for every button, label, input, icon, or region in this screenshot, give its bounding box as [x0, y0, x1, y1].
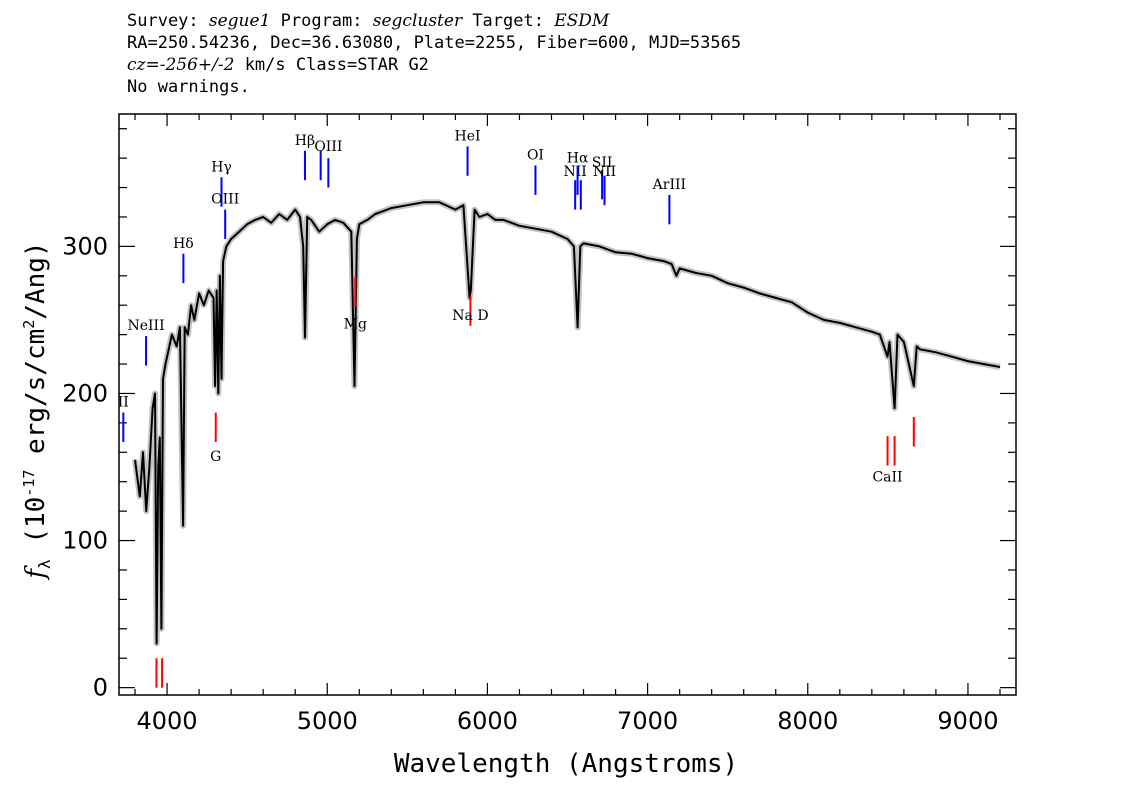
error-band [132, 199, 1001, 647]
class-text: km/s Class=STAR G2 [234, 55, 429, 75]
emission-line-label: ArIII [652, 177, 686, 193]
header-line-warnings: No warnings. [127, 77, 250, 97]
plot-frame [118, 113, 1017, 696]
header-line-redshift: cz=-256+/-2 km/s Class=STAR G2 [127, 54, 741, 76]
x-tick-label: 9000 [937, 707, 998, 735]
target-value: ESDM [554, 11, 610, 31]
emission-line-label: NII [564, 164, 587, 180]
y-tick-label: 200 [62, 379, 108, 407]
survey-value: segue1 [208, 11, 271, 31]
x-tick-label: 6000 [457, 707, 518, 735]
header-line-survey: Survey: segue1 Program: segcluster Targe… [127, 10, 741, 32]
error-band-path [132, 199, 1001, 647]
x-tick-label: 5000 [297, 707, 358, 735]
emission-line-label: OIII [211, 192, 239, 208]
emission-line-label: HeI [455, 128, 481, 144]
x-tick-label: 7000 [617, 707, 678, 735]
spectrum-line [134, 201, 1001, 645]
y-tick-label: 0 [93, 674, 108, 702]
survey-label: Survey: [127, 11, 209, 31]
spectrum-header: Survey: segue1 Program: segcluster Targe… [127, 10, 741, 98]
x-axis-label: Wavelength (Angstroms) [394, 749, 738, 779]
x-tick-label: 4000 [137, 707, 198, 735]
absorption-line-label: Na D [452, 308, 488, 324]
absorption-line-label: Mg [344, 317, 367, 333]
emission-line-label: OIII [314, 139, 342, 155]
emission-line-label: NII [593, 164, 616, 180]
emission-line-label: II [118, 395, 129, 411]
absorption-line-label: G [210, 449, 221, 465]
emission-line-label: NeIII [127, 318, 164, 334]
emission-line-label: Hβ [295, 133, 315, 149]
emission-line-label: Hα [567, 151, 589, 167]
header-line-coordinates: RA=250.54236, Dec=36.63080, Plate=2255, … [127, 33, 742, 53]
emission-line-label: Hδ [173, 236, 194, 252]
emission-line-label: SII [592, 155, 613, 171]
absorption-line-label: CaII [872, 470, 902, 486]
spectrum-series [134, 201, 1001, 645]
emission-line-label: Hγ [211, 159, 232, 175]
y-tick-label: 300 [62, 232, 108, 260]
y-axis-label: fλ (10-17 erg/s/cm2/Ang) [20, 241, 54, 580]
cz-value: cz=-256+/-2 [127, 55, 235, 75]
program-value: segcluster [372, 11, 463, 31]
y-tick-label: 100 [62, 527, 108, 555]
x-tick-label: 8000 [777, 707, 838, 735]
emission-line-label: OI [527, 148, 544, 164]
program-label: Program: [270, 11, 373, 31]
target-label: Target: [462, 11, 555, 31]
axes: 4000 5000 6000 7000 8000 9000 0 100 200 300 [62, 113, 1017, 735]
